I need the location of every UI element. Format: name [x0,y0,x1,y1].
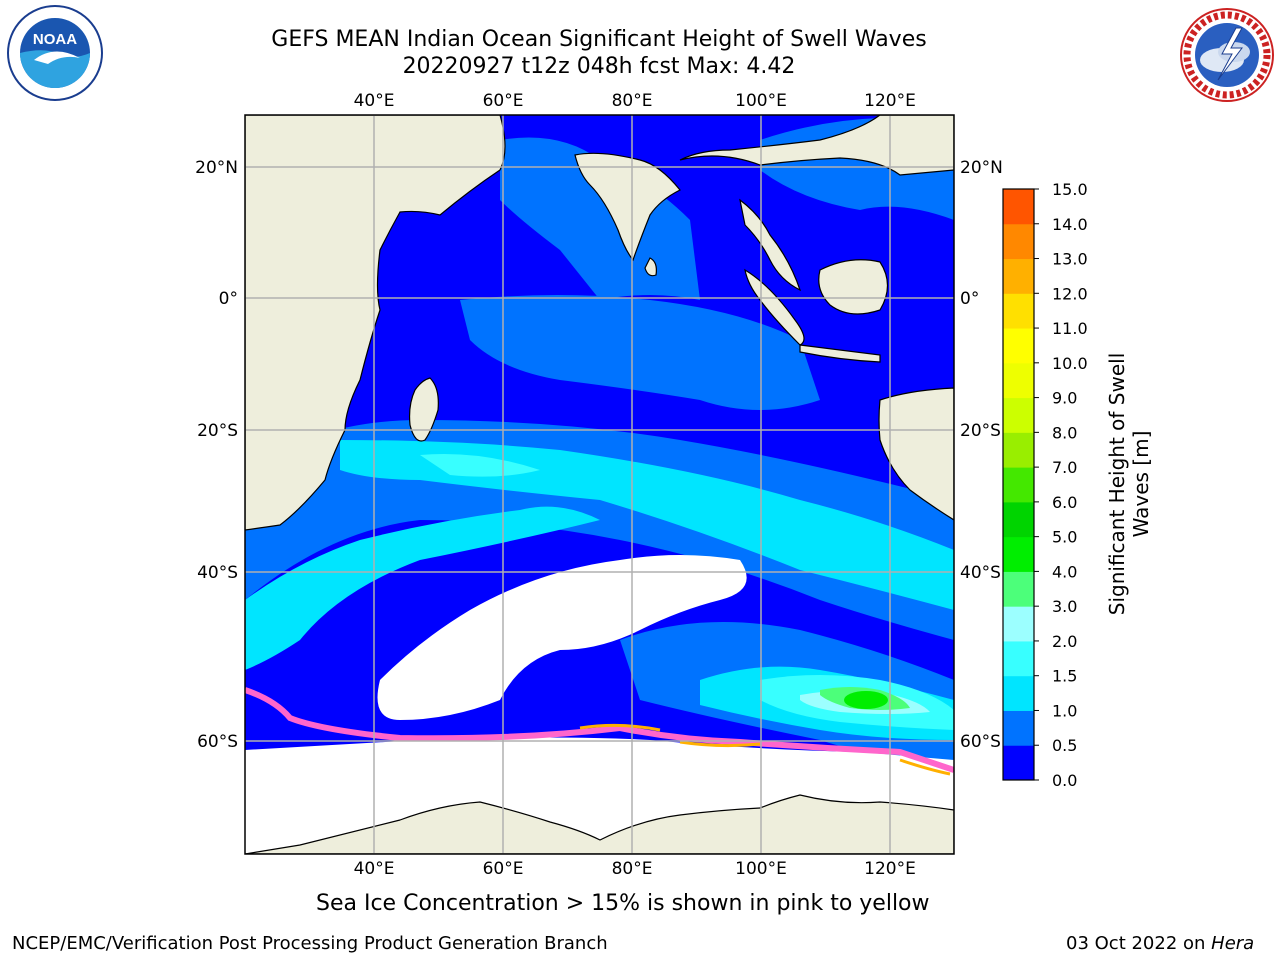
colorbar-segment [1003,571,1034,607]
swell-band-4.0 [844,691,888,709]
colorbar-tick-label: 9.0 [1052,389,1077,408]
colorbar-segment [1003,640,1034,677]
colorbar-tick-label: 3.0 [1052,597,1077,616]
colorbar-tick-label: 5.0 [1052,528,1077,547]
footer-date-text: 03 Oct 2022 on [1066,933,1212,954]
colorbar-frame [1002,188,1035,781]
lat-label: 20°S [197,421,238,441]
colorbar-label: Significant Height of Swell Waves [m] [1105,353,1153,615]
colorbar-tick-label: 7.0 [1052,458,1077,477]
lon-label: 100°E [735,859,787,879]
colorbar-tick-label: 14.0 [1052,215,1088,234]
footer-date: 03 Oct 2022 on Hera [1066,933,1254,954]
colorbar [1003,189,1034,781]
colorbar-segment [1003,467,1034,503]
lat-label: 0° [219,289,238,309]
colorbar-tick-label: 1.5 [1052,667,1077,686]
latitude-labels-left: 20°N 0° 20°S 40°S 60°S [195,158,238,752]
longitude-labels-bottom: 40°E 60°E 80°E 100°E 120°E [354,859,916,879]
colorbar-segment [1003,745,1034,781]
colorbar-tick-label: 12.0 [1052,284,1088,303]
colorbar-segment [1003,606,1034,642]
colorbar-tick-label: 1.0 [1052,701,1077,720]
lat-label: 60°S [960,732,1001,752]
lat-label: 40°S [197,563,238,583]
longitude-labels-top: 40°E 60°E 80°E 100°E 120°E [354,91,916,111]
colorbar-label-line1: Significant Height of Swell [1105,353,1129,615]
colorbar-segment [1003,432,1034,468]
lon-label: 60°E [483,859,524,879]
colorbar-tick-label: 8.0 [1052,423,1077,442]
map-title: GEFS MEAN Indian Ocean Significant Heigh… [271,27,927,52]
colorbar-tick-label: 10.0 [1052,354,1088,373]
colorbar-tick-labels: 15.0 14.0 13.0 12.0 11.0 10.0 9.0 8.0 7.0 6.0 5.0 4… [1034,180,1088,790]
colorbar-segment [1003,328,1034,364]
colorbar-tick-label: 6.0 [1052,493,1077,512]
colorbar-segment [1003,675,1034,711]
colorbar-label-line2: Waves [m] [1129,431,1153,538]
lat-label: 0° [960,289,979,309]
ice-edge-pink [245,687,954,773]
colorbar-segment [1003,258,1034,294]
lat-label: 20°N [960,158,1003,178]
colorbar-segment [1003,223,1034,260]
colorbar-tick-label: 11.0 [1052,319,1088,338]
colorbar-tick-label: 2.0 [1052,632,1077,651]
colorbar-segment [1003,293,1034,329]
lon-label: 40°E [354,91,395,111]
latitude-labels-right: 20°N 0° 20°S 40°S 60°S [960,158,1003,752]
footer-branch: NCEP/EMC/Verification Post Processing Pr… [12,933,608,954]
lon-label: 80°E [612,91,653,111]
lon-label: 80°E [612,859,653,879]
colorbar-segment [1003,710,1034,746]
lon-label: 120°E [864,859,916,879]
lat-label: 20°S [960,421,1001,441]
colorbar-tick-label: 0.0 [1052,771,1077,790]
colorbar-segment [1003,397,1034,433]
graticule [245,115,954,854]
colorbar-segment [1003,501,1034,538]
lon-label: 60°E [483,91,524,111]
colorbar-tick-label: 0.5 [1052,736,1077,755]
lon-label: 100°E [735,91,787,111]
lat-label: 40°S [960,563,1001,583]
land-masses [245,115,954,854]
noaa-logo-icon: NOAA [7,5,103,101]
map-area [245,115,954,854]
map-frame [244,114,955,855]
lat-label: 60°S [197,732,238,752]
footer-machine: Hera [1211,933,1255,954]
colorbar-segment [1003,362,1034,399]
lon-label: 120°E [864,91,916,111]
sea-ice-caption: Sea Ice Concentration > 15% is shown in … [316,891,930,916]
nws-logo-icon [1180,8,1274,102]
ice-edge-yellow [579,723,951,776]
colorbar-tick-label: 13.0 [1052,250,1088,269]
colorbar-segment [1003,536,1034,572]
map-subtitle: 20220927 t12z 048h fcst Max: 4.42 [402,54,796,79]
colorbar-segment [1003,189,1034,225]
sea-ice-area [377,555,747,720]
colorbar-tick-label: 4.0 [1052,562,1077,581]
lon-label: 40°E [354,859,395,879]
lat-label: 20°N [195,158,238,178]
colorbar-tick-label: 15.0 [1052,180,1088,199]
noaa-logo-text: NOAA [33,31,77,48]
